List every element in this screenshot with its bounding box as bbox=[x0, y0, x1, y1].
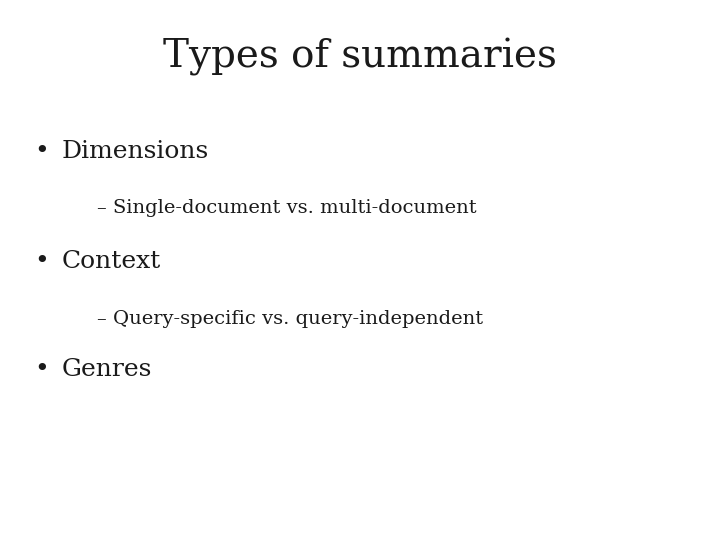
Text: Context: Context bbox=[61, 251, 161, 273]
Text: •: • bbox=[34, 251, 48, 273]
Text: •: • bbox=[34, 140, 48, 163]
Text: Dimensions: Dimensions bbox=[61, 140, 209, 163]
Text: Types of summaries: Types of summaries bbox=[163, 38, 557, 76]
Text: Genres: Genres bbox=[61, 359, 152, 381]
Text: – Query-specific vs. query-independent: – Query-specific vs. query-independent bbox=[97, 309, 483, 328]
Text: •: • bbox=[34, 359, 48, 381]
Text: – Single-document vs. multi-document: – Single-document vs. multi-document bbox=[97, 199, 477, 217]
